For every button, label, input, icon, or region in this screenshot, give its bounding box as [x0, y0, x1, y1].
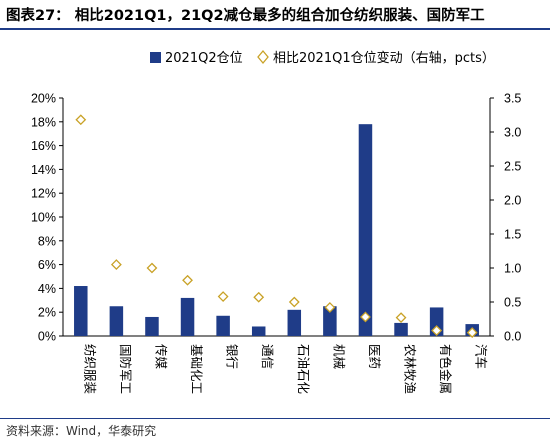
bar-传媒: [145, 316, 159, 336]
marker-传媒: [146, 262, 158, 274]
source-note: 资料来源：Wind，华泰研究: [6, 424, 157, 438]
right-tick-label: 1.0: [504, 262, 521, 276]
category-label-基础化工: 基础化工: [189, 344, 204, 394]
right-tick-label: 0.0: [504, 330, 521, 344]
left-tick-label: 0%: [38, 330, 56, 344]
category-label-机械: 机械: [331, 344, 346, 370]
chart-title: 图表27： 相比2021Q1，21Q2减仓最多的组合加仓纺织服装、国防军工: [6, 8, 485, 24]
bar-农林牧渔: [394, 322, 408, 336]
left-tick-label: 14%: [31, 163, 56, 177]
bar-机械: [323, 306, 337, 336]
right-tick-label: 3.0: [504, 126, 521, 140]
bar-通信: [251, 326, 266, 336]
chart: 2021Q2仓位 相比2021Q1仓位变动（右轴，pcts） 0% 2% 4% 6% 8%…: [31, 49, 521, 395]
category-label-农林牧渔: 农林牧渔: [403, 344, 418, 394]
left-tick-label: 8%: [38, 234, 56, 248]
right-tick-label: 2.5: [504, 160, 521, 174]
left-tick-label: 18%: [31, 115, 56, 129]
marker-银行: [217, 291, 229, 302]
left-tick-label: 6%: [38, 258, 56, 272]
marker-有色金属: [431, 325, 443, 336]
right-tick-label: 2.0: [504, 194, 521, 208]
marker-医药: [360, 311, 371, 323]
bar-series: [74, 124, 479, 337]
category-label-石油石化: 石油石化: [296, 344, 311, 395]
category-label-医药: 医药: [367, 344, 382, 369]
category-label-汽车: 汽车: [474, 344, 489, 369]
category-label-银行: 银行: [225, 344, 240, 369]
right-tick-label: 0.5: [504, 296, 521, 310]
marker-通信: [253, 291, 265, 303]
bar-医药: [358, 124, 373, 337]
marker-series: [75, 114, 478, 339]
title-rule: [0, 28, 550, 30]
axes: 0% 2% 4% 6% 8% 10% 12% 14% 16% 18% 20% 0.0 0.5 1.0 1.5…: [31, 92, 521, 344]
category-label-通信: 通信: [260, 344, 275, 369]
bar-国防军工: [109, 306, 124, 336]
right-tick-label: 1.5: [504, 228, 521, 242]
category-labels: 纺织服装 国防军工 传媒 基础化工 银行 通信 石油石化 机械 医药 农林牧渔 有色金属 汽车: [82, 344, 488, 395]
bar-银行: [216, 315, 230, 336]
left-tick-label: 12%: [31, 187, 56, 201]
right-tick-label: 3.5: [504, 92, 521, 106]
bar-石油石化: [287, 309, 302, 336]
marker-纺织服装: [75, 114, 87, 126]
left-tick-label: 20%: [31, 92, 56, 106]
marker-机械: [324, 302, 336, 313]
legend: 2021Q2仓位 相比2021Q1仓位变动（右轴，pcts）: [150, 49, 495, 66]
marker-国防军工: [110, 259, 122, 271]
category-label-有色金属: 有色金属: [438, 344, 453, 394]
marker-基础化工: [182, 274, 193, 286]
category-label-纺织服装: 纺织服装: [82, 344, 97, 394]
bar-基础化工: [180, 297, 195, 336]
left-tick-label: 2%: [38, 306, 56, 320]
legend-bar-swatch: [150, 52, 161, 63]
marker-汽车: [466, 327, 478, 339]
category-label-国防军工: 国防军工: [118, 344, 133, 394]
marker-农林牧渔: [395, 312, 407, 324]
marker-石油石化: [288, 296, 300, 308]
category-label-传媒: 传媒: [153, 344, 168, 370]
bar-纺织服装: [74, 286, 88, 336]
legend-diamond-swatch: [257, 49, 269, 65]
legend-bar-label: 2021Q2仓位: [165, 51, 243, 66]
bottom-rule: [0, 418, 550, 419]
left-tick-label: 4%: [38, 282, 56, 296]
left-tick-label: 10%: [31, 211, 56, 225]
legend-marker-label: 相比2021Q1仓位变动（右轴，pcts）: [273, 50, 495, 66]
left-tick-label: 16%: [31, 139, 56, 153]
